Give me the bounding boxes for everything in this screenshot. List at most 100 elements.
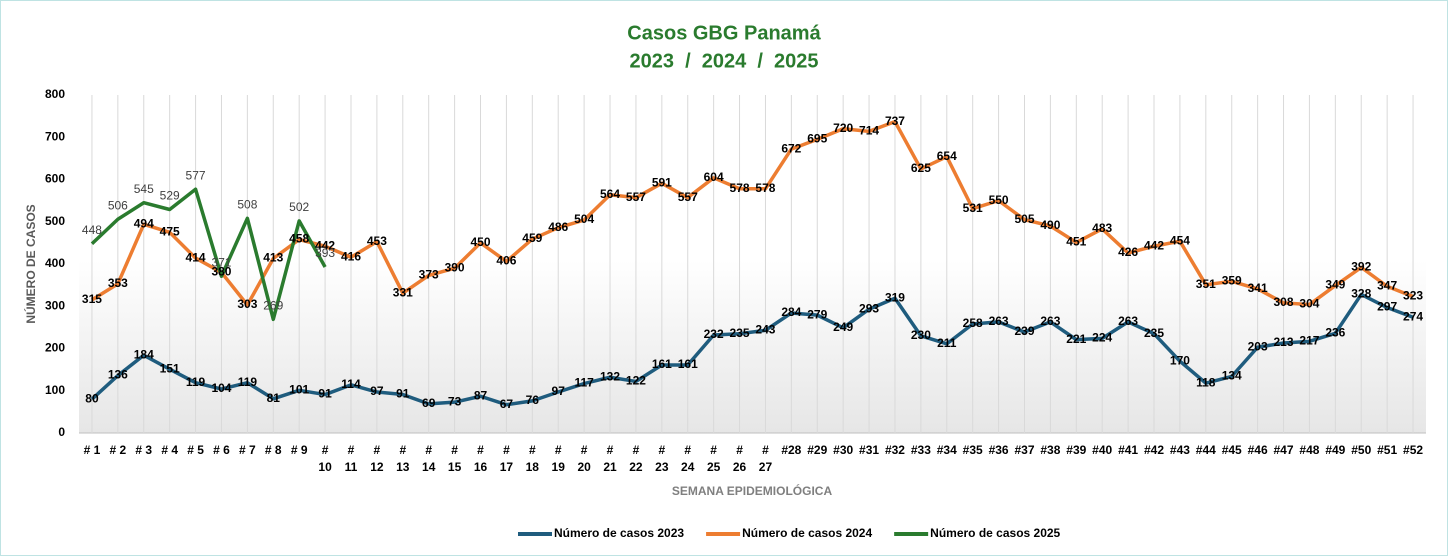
x-tick-label: #41 (1118, 443, 1138, 457)
x-tick-label: #51 (1377, 443, 1397, 457)
plot-shade (79, 260, 1426, 433)
data-label: 459 (522, 231, 542, 245)
data-label: 494 (134, 216, 154, 230)
data-label: 331 (393, 285, 413, 299)
data-label: 380 (211, 265, 231, 279)
data-label: 263 (1040, 314, 1060, 328)
data-label: 161 (652, 357, 672, 371)
x-tick-label: #10 (318, 443, 332, 474)
data-label: 502 (289, 200, 309, 214)
data-label: 319 (885, 290, 905, 304)
x-tick-label: #13 (396, 443, 410, 474)
data-label: 506 (108, 198, 128, 212)
x-tick-label: #31 (859, 443, 879, 457)
x-axis-label: SEMANA EPIDEMIOLÓGICA (672, 483, 833, 498)
data-label: 505 (1014, 212, 1034, 226)
data-label: 577 (186, 168, 206, 182)
data-label: 224 (1092, 331, 1112, 345)
data-label: 328 (1351, 287, 1371, 301)
data-label: 349 (1325, 278, 1345, 292)
x-tick-label: #38 (1040, 443, 1060, 457)
data-label: 236 (1325, 325, 1345, 339)
data-label: 213 (1274, 335, 1294, 349)
data-label: 67 (500, 397, 514, 411)
data-label: 243 (755, 323, 775, 337)
y-axis-label: NÚMERO DE CASOS (23, 204, 38, 323)
y-tick-label: 300 (45, 298, 65, 312)
data-label: 118 (1196, 375, 1216, 389)
x-tick-label: #49 (1325, 443, 1345, 457)
data-label: 359 (1222, 273, 1242, 287)
data-label: 81 (267, 391, 281, 405)
data-label: 134 (1222, 369, 1242, 383)
data-label: 393 (315, 246, 335, 260)
x-tick-label: #18 (526, 443, 540, 474)
x-tick-label: #23 (655, 443, 669, 474)
data-label: 269 (263, 299, 283, 313)
data-label: 279 (807, 307, 827, 321)
series-line (90, 292, 1414, 407)
y-tick-label: 500 (45, 214, 65, 228)
data-label: 230 (911, 328, 931, 342)
x-tick-label: #33 (911, 443, 931, 457)
data-label: 91 (318, 387, 332, 401)
x-tick-label: # 2 (110, 443, 127, 457)
x-tick-label: # 3 (135, 443, 152, 457)
data-label: 426 (1118, 245, 1138, 259)
x-tick-label: # 6 (213, 443, 230, 457)
data-label: 97 (370, 384, 384, 398)
data-label: 414 (186, 250, 206, 264)
data-label: 304 (1299, 297, 1319, 311)
data-label: 451 (1066, 235, 1086, 249)
data-label: 545 (134, 182, 154, 196)
data-label: 101 (289, 382, 309, 396)
x-tick-label: #44 (1196, 443, 1216, 457)
data-label: 442 (1144, 238, 1164, 252)
data-label: 373 (419, 268, 439, 282)
data-label: 448 (82, 223, 102, 237)
data-label: 550 (989, 193, 1009, 207)
x-tick-label: #19 (552, 443, 566, 474)
data-label: 132 (600, 369, 620, 383)
data-label: 235 (1144, 326, 1164, 340)
data-label: 406 (496, 254, 516, 268)
data-label: 654 (937, 149, 957, 163)
data-label: 170 (1170, 353, 1190, 367)
data-label: 76 (526, 393, 540, 407)
y-tick-label: 200 (45, 341, 65, 355)
x-tick-label: # 7 (239, 443, 256, 457)
data-label: 211 (937, 336, 957, 350)
x-tick-label: #34 (937, 443, 957, 457)
x-tick-label: #42 (1144, 443, 1164, 457)
data-label: 303 (237, 297, 257, 311)
x-tick-label: #12 (370, 443, 384, 474)
legend-label: Número de casos 2023 (554, 526, 684, 540)
data-label: 114 (341, 377, 361, 391)
data-label: 504 (574, 212, 594, 226)
data-label: 347 (1377, 279, 1397, 293)
x-tick-label: #48 (1299, 443, 1319, 457)
data-label: 453 (367, 234, 387, 248)
data-label: 217 (1299, 333, 1319, 347)
x-tick-label: #17 (500, 443, 514, 474)
data-label: 104 (211, 381, 231, 395)
x-tick-label: #30 (833, 443, 853, 457)
data-label: 293 (859, 301, 879, 315)
y-tick-label: 700 (45, 129, 65, 143)
data-label: 69 (422, 396, 436, 410)
data-label: 203 (1248, 339, 1268, 353)
data-label: 483 (1092, 221, 1112, 235)
data-label: 315 (82, 292, 102, 306)
x-tick-label: #37 (1014, 443, 1034, 457)
y-tick-label: 400 (45, 256, 65, 270)
data-label: 413 (263, 251, 283, 265)
data-label: 557 (678, 190, 698, 204)
data-label: 151 (160, 361, 180, 375)
data-label: 87 (474, 388, 488, 402)
x-tick-label: #32 (885, 443, 905, 457)
data-label: 351 (1196, 277, 1216, 291)
data-label: 232 (704, 327, 724, 341)
x-tick-label: #28 (781, 443, 801, 457)
data-label: 263 (989, 314, 1009, 328)
